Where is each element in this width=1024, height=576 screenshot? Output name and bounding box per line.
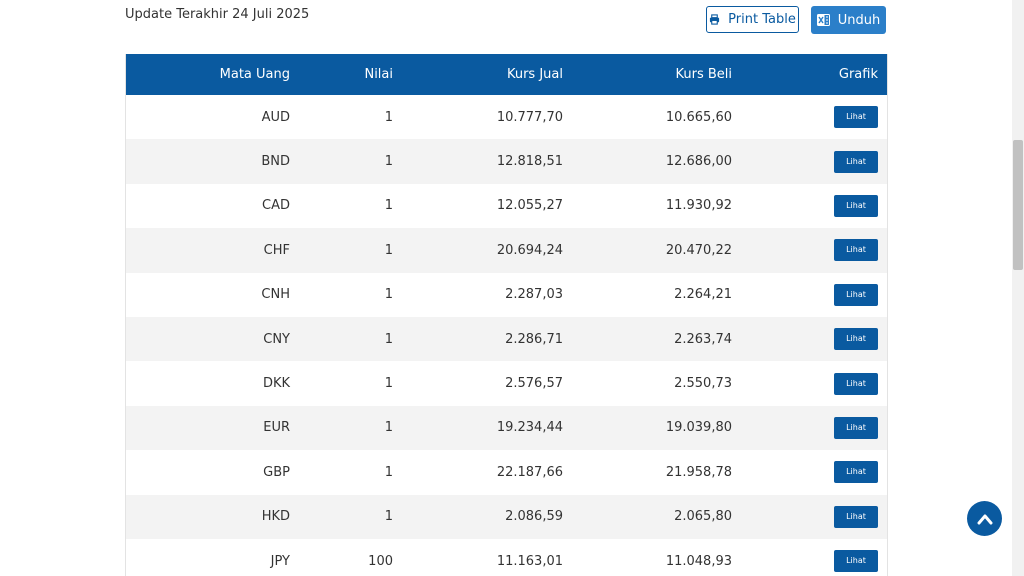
chart-cell: Lihat xyxy=(732,406,887,450)
table-row: JPY 100 11.163,01 11.048,93 Lihat xyxy=(126,538,887,576)
buy-rate-cell: 11.048,93 xyxy=(665,553,732,569)
chart-cell: Lihat xyxy=(732,450,887,494)
table-header-row: Mata Uang Nilai Kurs Jual Kurs Beli Graf… xyxy=(126,54,887,95)
view-chart-button[interactable]: Lihat xyxy=(834,505,878,528)
table-row: BND 1 12.818,51 12.686,00 Lihat xyxy=(126,139,887,184)
currency-cell: JPY xyxy=(270,553,290,569)
view-chart-button[interactable]: Lihat xyxy=(834,283,878,306)
buy-rate-cell: 2.264,21 xyxy=(674,287,732,303)
sell-rate-cell: 10.777,70 xyxy=(496,109,563,125)
currency-cell: CNH xyxy=(261,287,290,303)
buy-rate-cell: 10.665,60 xyxy=(665,109,732,125)
sell-rate-cell: 22.187,66 xyxy=(496,464,563,480)
table-row: CHF 1 20.694,24 20.470,22 Lihat xyxy=(126,228,887,273)
value-cell: 1 xyxy=(384,464,393,480)
last-update-text: Update Terakhir 24 Juli 2025 xyxy=(125,7,310,22)
table-row: EUR 1 19.234,44 19.039,80 Lihat xyxy=(126,405,887,451)
view-chart-button[interactable]: Lihat xyxy=(834,550,878,573)
value-cell: 1 xyxy=(384,331,393,347)
column-header-currency: Mata Uang xyxy=(219,67,290,82)
buy-rate-cell: 2.550,73 xyxy=(674,376,732,392)
chart-cell: Lihat xyxy=(732,184,887,228)
table-row: CNY 1 2.286,71 2.263,74 Lihat xyxy=(126,316,887,362)
chart-cell: Lihat xyxy=(732,273,887,317)
chart-cell: Lihat xyxy=(732,317,887,361)
view-chart-button[interactable]: Lihat xyxy=(834,106,878,129)
exchange-rate-table: Mata Uang Nilai Kurs Jual Kurs Beli Graf… xyxy=(125,54,888,576)
column-header-sell-rate: Kurs Jual xyxy=(506,67,563,82)
value-cell: 1 xyxy=(384,242,393,258)
chart-cell: Lihat xyxy=(732,495,887,539)
currency-cell: AUD xyxy=(261,109,290,125)
buy-rate-cell: 11.930,92 xyxy=(665,198,732,214)
value-cell: 1 xyxy=(384,509,393,525)
printer-icon xyxy=(709,14,720,25)
view-chart-button[interactable]: Lihat xyxy=(834,239,878,262)
sell-rate-cell: 11.163,01 xyxy=(496,553,563,569)
currency-cell: CNY xyxy=(263,331,290,347)
table-row: GBP 1 22.187,66 21.958,78 Lihat xyxy=(126,450,887,495)
buy-rate-cell: 2.065,80 xyxy=(674,509,732,525)
view-chart-button[interactable]: Lihat xyxy=(834,194,878,217)
sell-rate-cell: 12.818,51 xyxy=(496,154,563,170)
value-cell: 1 xyxy=(384,420,393,436)
sell-rate-cell: 12.055,27 xyxy=(496,198,563,214)
chart-cell: Lihat xyxy=(732,95,887,139)
scrollbar-thumb[interactable] xyxy=(1013,140,1023,270)
chart-cell: Lihat xyxy=(732,539,887,576)
print-table-label: Print Table xyxy=(728,12,796,27)
value-cell: 1 xyxy=(384,287,393,303)
buy-rate-cell: 2.263,74 xyxy=(674,331,732,347)
buy-rate-cell: 21.958,78 xyxy=(665,464,732,480)
table-row: DKK 1 2.576,57 2.550,73 Lihat xyxy=(126,361,887,406)
view-chart-button[interactable]: Lihat xyxy=(834,416,878,439)
table-row: CNH 1 2.287,03 2.264,21 Lihat xyxy=(126,272,887,317)
chart-cell: Lihat xyxy=(732,139,887,183)
sell-rate-cell: 2.576,57 xyxy=(505,376,563,392)
chart-cell: Lihat xyxy=(732,361,887,405)
view-chart-button[interactable]: Lihat xyxy=(834,461,878,484)
vertical-scrollbar[interactable] xyxy=(1012,0,1024,576)
value-cell: 1 xyxy=(384,109,393,125)
table-row: HKD 1 2.086,59 2.065,80 Lihat xyxy=(126,494,887,539)
value-cell: 1 xyxy=(384,154,393,170)
view-chart-button[interactable]: Lihat xyxy=(834,328,878,351)
currency-cell: EUR xyxy=(263,420,290,436)
currency-cell: DKK xyxy=(262,376,290,392)
column-header-value: Nilai xyxy=(364,67,393,82)
excel-icon xyxy=(816,14,830,26)
buy-rate-cell: 20.470,22 xyxy=(665,242,732,258)
table-row: CAD 1 12.055,27 11.930,92 Lihat xyxy=(126,183,887,229)
chevron-up-icon xyxy=(977,513,993,525)
column-header-buy-rate: Kurs Beli xyxy=(675,67,732,82)
print-table-button[interactable]: Print Table xyxy=(706,6,799,33)
currency-cell: BND xyxy=(261,154,290,170)
sell-rate-cell: 19.234,44 xyxy=(496,420,563,436)
column-header-chart: Grafik xyxy=(838,67,878,82)
sell-rate-cell: 2.287,03 xyxy=(505,287,563,303)
chart-cell: Lihat xyxy=(732,228,887,272)
view-chart-button[interactable]: Lihat xyxy=(834,372,878,395)
sell-rate-cell: 2.086,59 xyxy=(505,509,563,525)
value-cell: 1 xyxy=(384,376,393,392)
sell-rate-cell: 2.286,71 xyxy=(505,331,563,347)
sell-rate-cell: 20.694,24 xyxy=(496,242,563,258)
currency-cell: HKD xyxy=(261,509,290,525)
buy-rate-cell: 12.686,00 xyxy=(665,154,732,170)
currency-cell: GBP xyxy=(263,464,290,480)
scroll-to-top-button[interactable] xyxy=(967,501,1002,536)
download-button[interactable]: Unduh xyxy=(811,6,886,34)
currency-cell: CHF xyxy=(263,242,290,258)
table-row: AUD 1 10.777,70 10.665,60 Lihat xyxy=(126,95,887,140)
download-label: Unduh xyxy=(837,12,881,28)
view-chart-button[interactable]: Lihat xyxy=(834,150,878,173)
buy-rate-cell: 19.039,80 xyxy=(665,420,732,436)
currency-cell: CAD xyxy=(262,198,290,214)
value-cell: 1 xyxy=(384,198,393,214)
value-cell: 100 xyxy=(368,553,393,569)
